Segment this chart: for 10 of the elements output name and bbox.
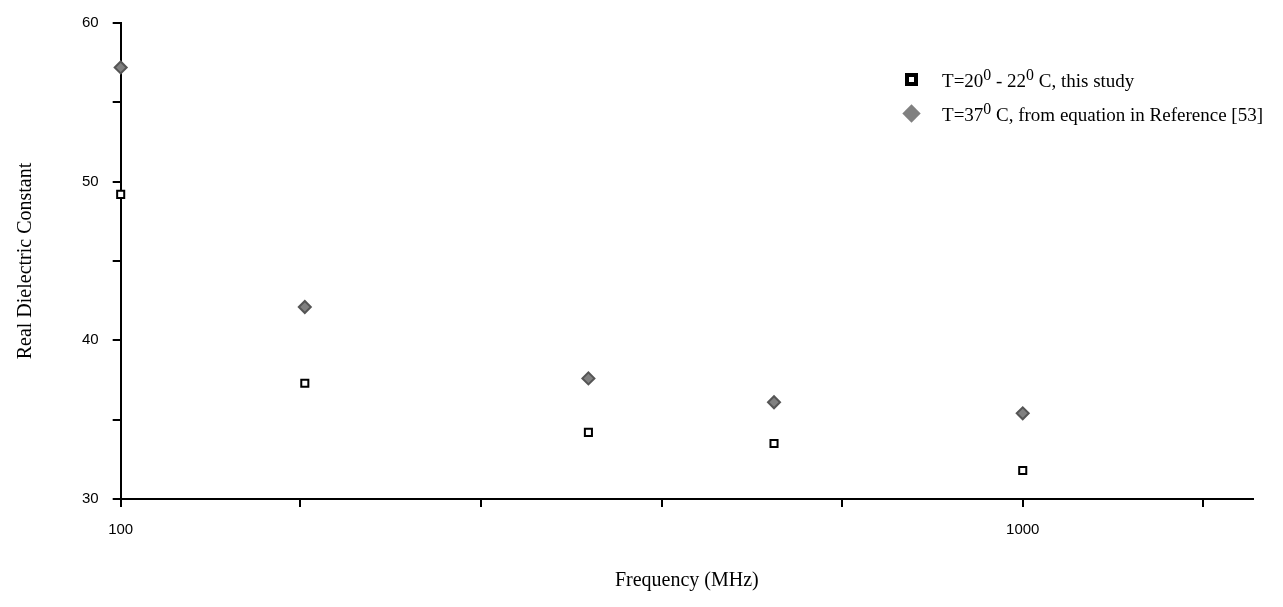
x-axis-title: Frequency (MHz) — [614, 568, 759, 592]
legend-label: T=20$^{0}$ - 22$^{0}$ C, this study — [942, 65, 1135, 93]
y-axis-title: Real Dielectric Constant — [13, 162, 36, 360]
y-tick-label: 30 — [82, 489, 99, 507]
legend-label: T=37$^{0}$ C, from equation in Reference [53] — [942, 99, 1263, 127]
x-tick-label: 100 — [108, 520, 134, 538]
y-tick-label: 50 — [82, 171, 99, 189]
x-tick-label: 1000 — [1006, 520, 1040, 538]
y-tick-label: 60 — [82, 13, 99, 31]
y-tick-label: 40 — [82, 330, 99, 348]
